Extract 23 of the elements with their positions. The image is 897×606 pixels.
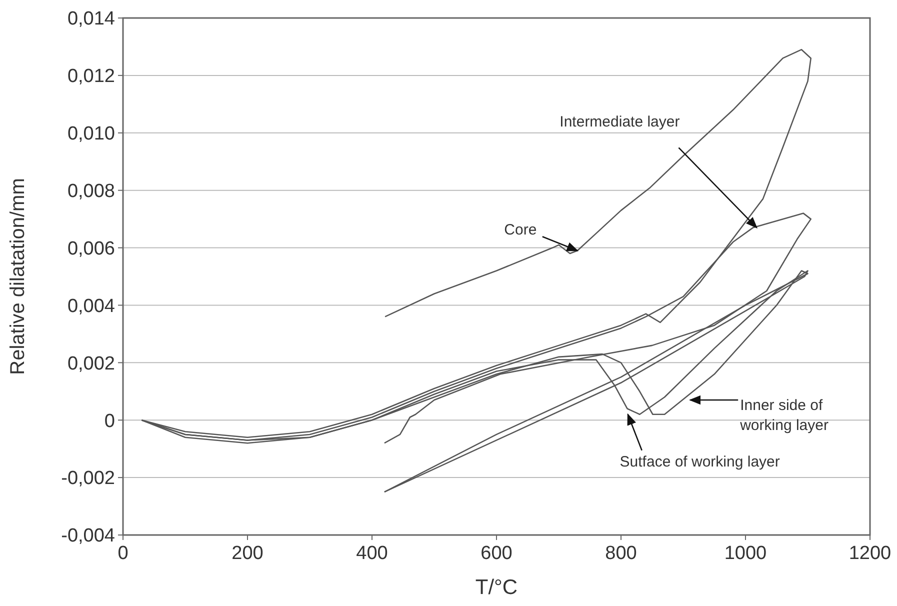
x-tick-label: 800 (605, 543, 637, 564)
y-tick-label: 0,012 (67, 66, 115, 88)
annotation: Inner side of working layer (739, 397, 828, 434)
x-tick-label: 400 (356, 543, 388, 564)
annotation: Core (504, 222, 537, 239)
x-tick-label: 1000 (724, 543, 767, 564)
annotation: Sutface of working layer (620, 453, 780, 470)
x-tick-label: 200 (232, 543, 264, 564)
x-tick-label: 1200 (848, 543, 892, 564)
annotation: Intermediate layer (560, 114, 680, 131)
x-tick-label: 0 (118, 543, 128, 564)
y-tick-label: 0,008 (67, 180, 115, 202)
y-tick-label: 0,006 (67, 238, 115, 260)
y-tick-label: 0,002 (67, 353, 115, 374)
y-tick-label: 0,014 (67, 8, 116, 30)
x-axis-title: T/°C (475, 576, 518, 599)
y-tick-label: 0 (104, 410, 115, 432)
y-tick-label: 0,010 (67, 124, 115, 145)
x-tick-label: 600 (480, 543, 512, 564)
y-tick-label: 0,004 (67, 296, 116, 317)
y-axis-title: Relative dilatation/mm (7, 178, 29, 375)
y-tick-label: -0,002 (61, 468, 115, 490)
y-tick-label: -0,004 (61, 526, 116, 547)
